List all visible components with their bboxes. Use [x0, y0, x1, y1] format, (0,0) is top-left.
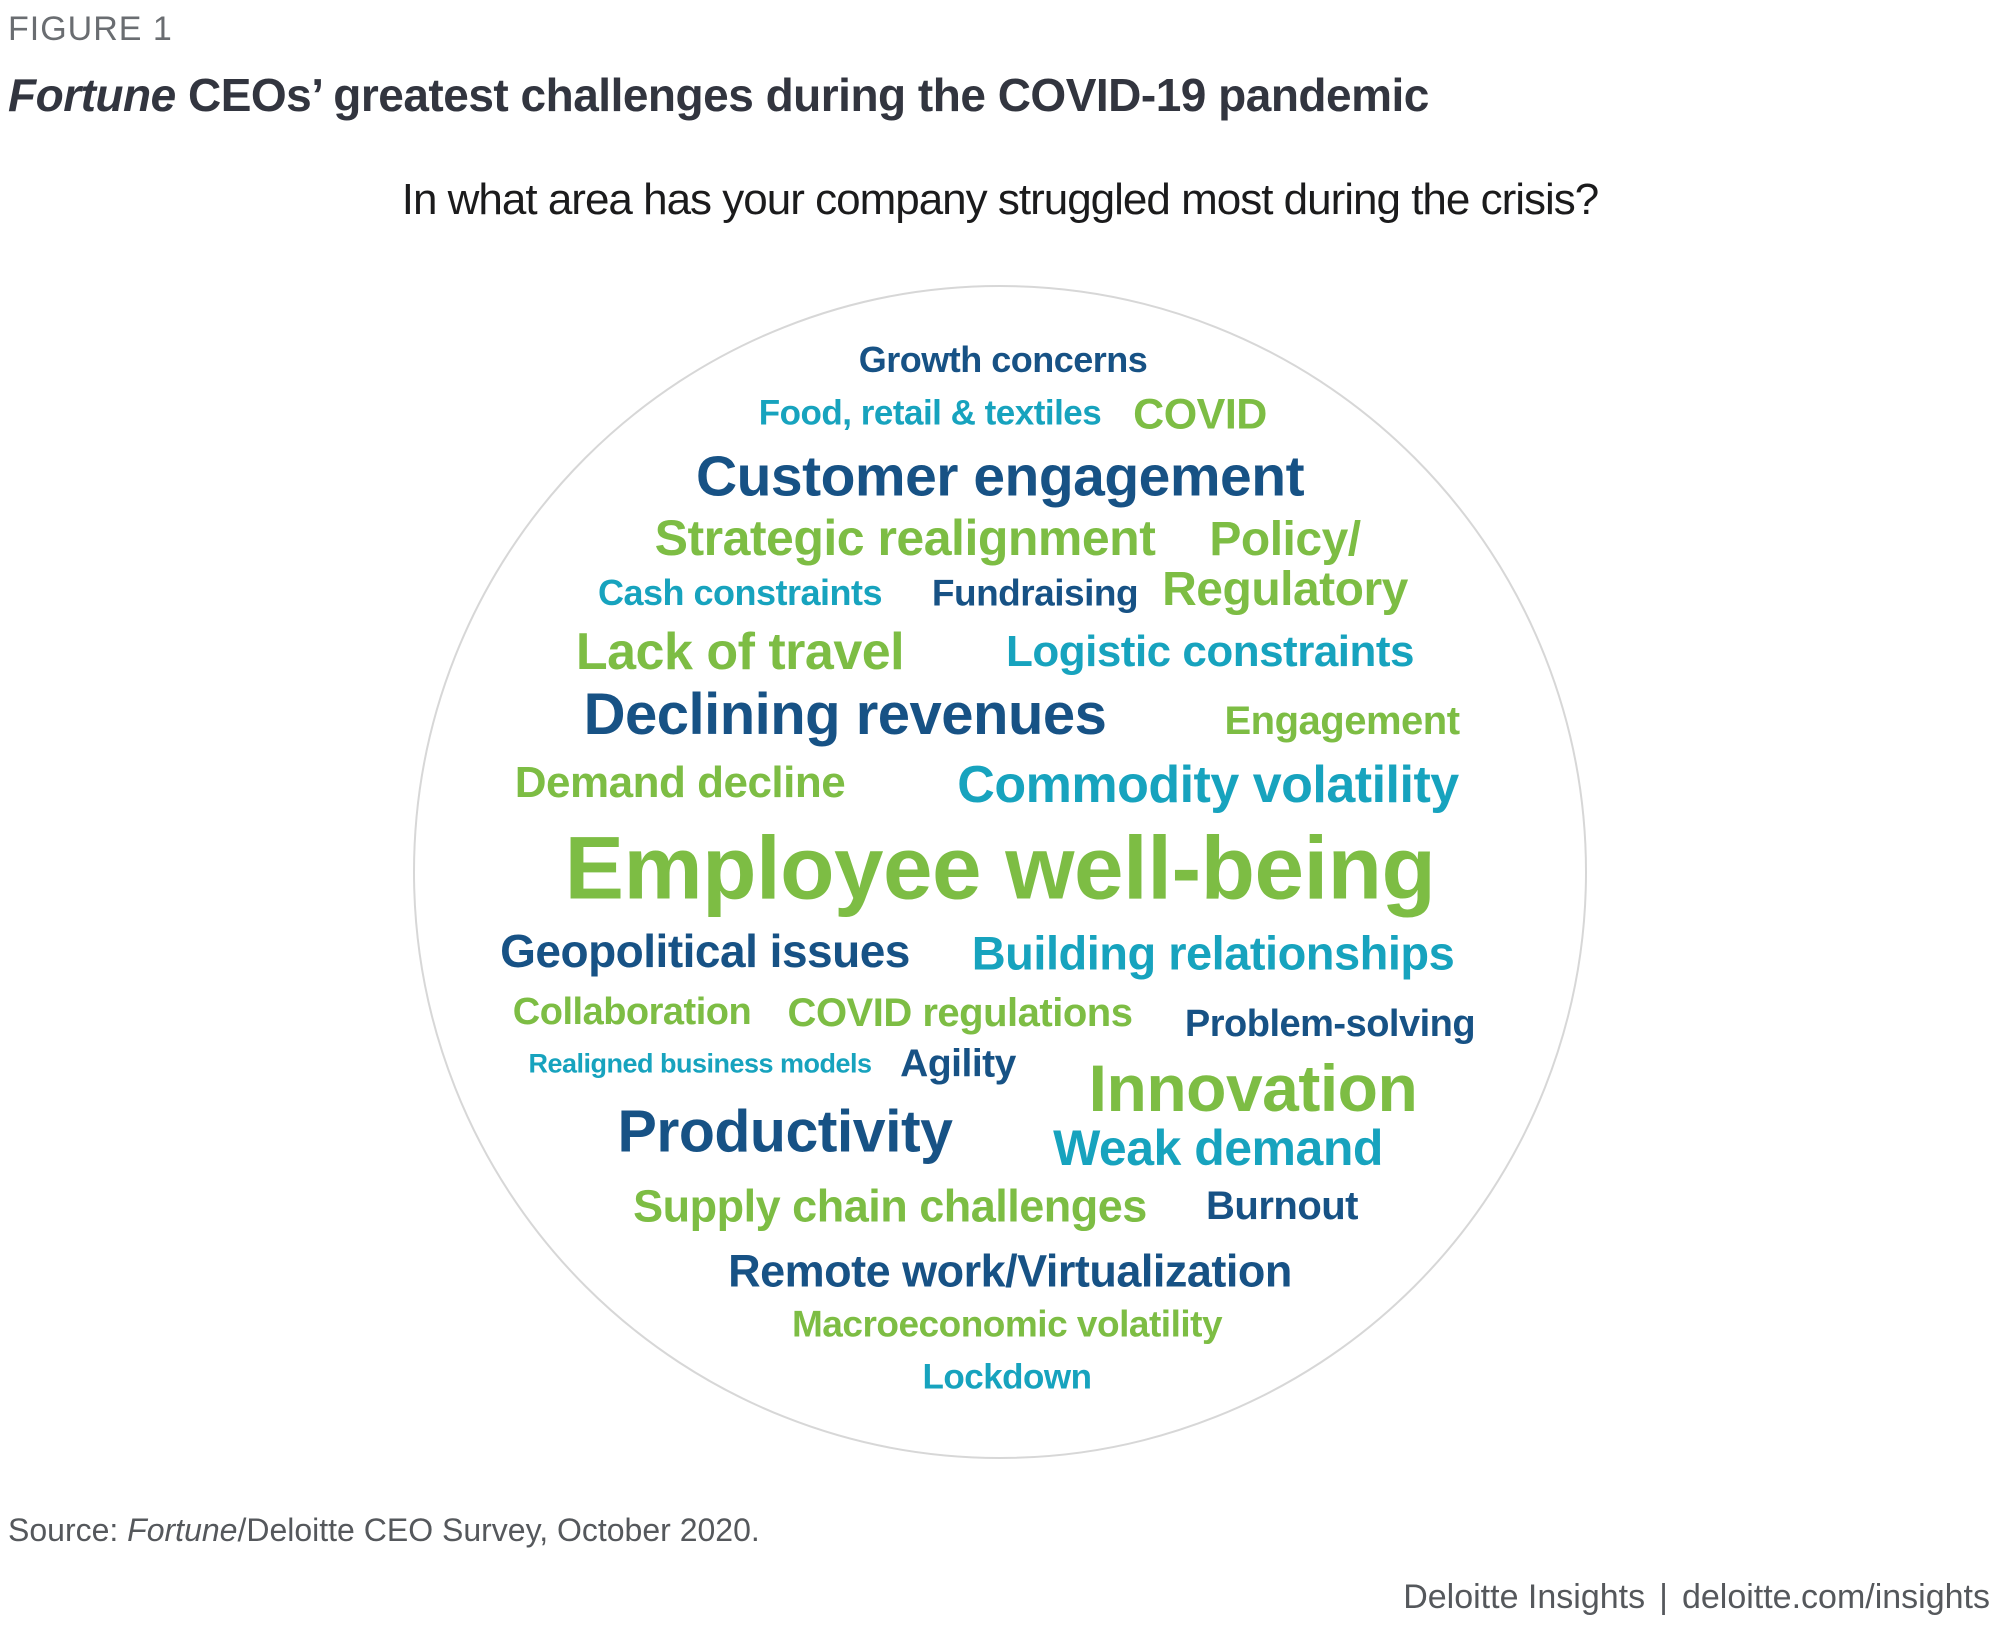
- cloud-word-geopolitical-issues: Geopolitical issues: [500, 925, 910, 977]
- cloud-word-policy: Policy/: [1209, 513, 1361, 566]
- cloud-word-strategic-realignment: Strategic realignment: [654, 510, 1156, 566]
- cloud-word-engagement: Engagement: [1224, 699, 1460, 743]
- source-italic-word: Fortune: [127, 1512, 238, 1548]
- cloud-word-covid-regulations: COVID regulations: [787, 991, 1133, 1035]
- cloud-word-declining-revenues: Declining revenues: [583, 682, 1107, 747]
- source-prefix: Source:: [8, 1512, 128, 1548]
- cloud-word-employee-well-being: Employee well-being: [564, 817, 1436, 918]
- title-rest: CEOs’ greatest challenges during the COV…: [175, 69, 1429, 121]
- cloud-word-cash-constraints: Cash constraints: [597, 572, 883, 613]
- cloud-word-demand-decline: Demand decline: [514, 758, 846, 807]
- figure-title: Fortune CEOs’ greatest challenges during…: [8, 68, 1429, 122]
- survey-question: In what area has your company struggled …: [401, 175, 1600, 224]
- cloud-word-food-retail-textiles: Food, retail & textiles: [758, 393, 1102, 433]
- cloud-word-lockdown: Lockdown: [922, 1357, 1092, 1397]
- cloud-word-growth-concerns: Growth concerns: [858, 339, 1148, 380]
- cloud-word-innovation: Innovation: [1088, 1051, 1418, 1125]
- brand-separator: |: [1659, 1578, 1668, 1616]
- cloud-word-realigned-business-models: Realigned business models: [528, 1048, 872, 1079]
- brand-site: deloitte.com/insights: [1681, 1578, 1990, 1616]
- cloud-word-fundraising: Fundraising: [931, 572, 1139, 614]
- cloud-word-commodity-volatility: Commodity volatility: [957, 756, 1459, 814]
- cloud-word-logistic-constraints: Logistic constraints: [1005, 627, 1415, 676]
- source-note: Source: Fortune/Deloitte CEO Survey, Oct…: [8, 1512, 760, 1549]
- brand-footer: Deloitte Insights | deloitte.com/insights: [1403, 1578, 1990, 1617]
- cloud-word-weak-demand: Weak demand: [1053, 1120, 1383, 1176]
- cloud-word-customer-engagement: Customer engagement: [695, 444, 1305, 509]
- cloud-word-lack-of-travel: Lack of travel: [575, 623, 905, 681]
- cloud-word-regulatory: Regulatory: [1162, 563, 1408, 616]
- title-italic-word: Fortune: [8, 69, 176, 121]
- figure-label: FIGURE 1: [8, 10, 173, 48]
- source-suffix: /Deloitte CEO Survey, October 2020.: [237, 1512, 760, 1548]
- cloud-word-remote-work-virtualization: Remote work/Virtualization: [728, 1245, 1292, 1297]
- cloud-word-building-relationships: Building relationships: [971, 926, 1455, 980]
- cloud-word-macroeconomic-volatility: Macroeconomic volatility: [791, 1303, 1223, 1345]
- cloud-word-productivity: Productivity: [617, 1098, 953, 1165]
- cloud-word-collaboration: Collaboration: [512, 991, 752, 1033]
- cloud-circle: [413, 285, 1587, 1459]
- cloud-word-supply-chain-challenges: Supply chain challenges: [633, 1180, 1147, 1232]
- cloud-word-problem-solving: Problem-solving: [1184, 1003, 1476, 1045]
- cloud-word-covid: COVID: [1133, 390, 1267, 439]
- brand-name: Deloitte Insights: [1403, 1578, 1646, 1616]
- cloud-word-burnout: Burnout: [1205, 1184, 1359, 1228]
- cloud-word-agility: Agility: [900, 1042, 1016, 1086]
